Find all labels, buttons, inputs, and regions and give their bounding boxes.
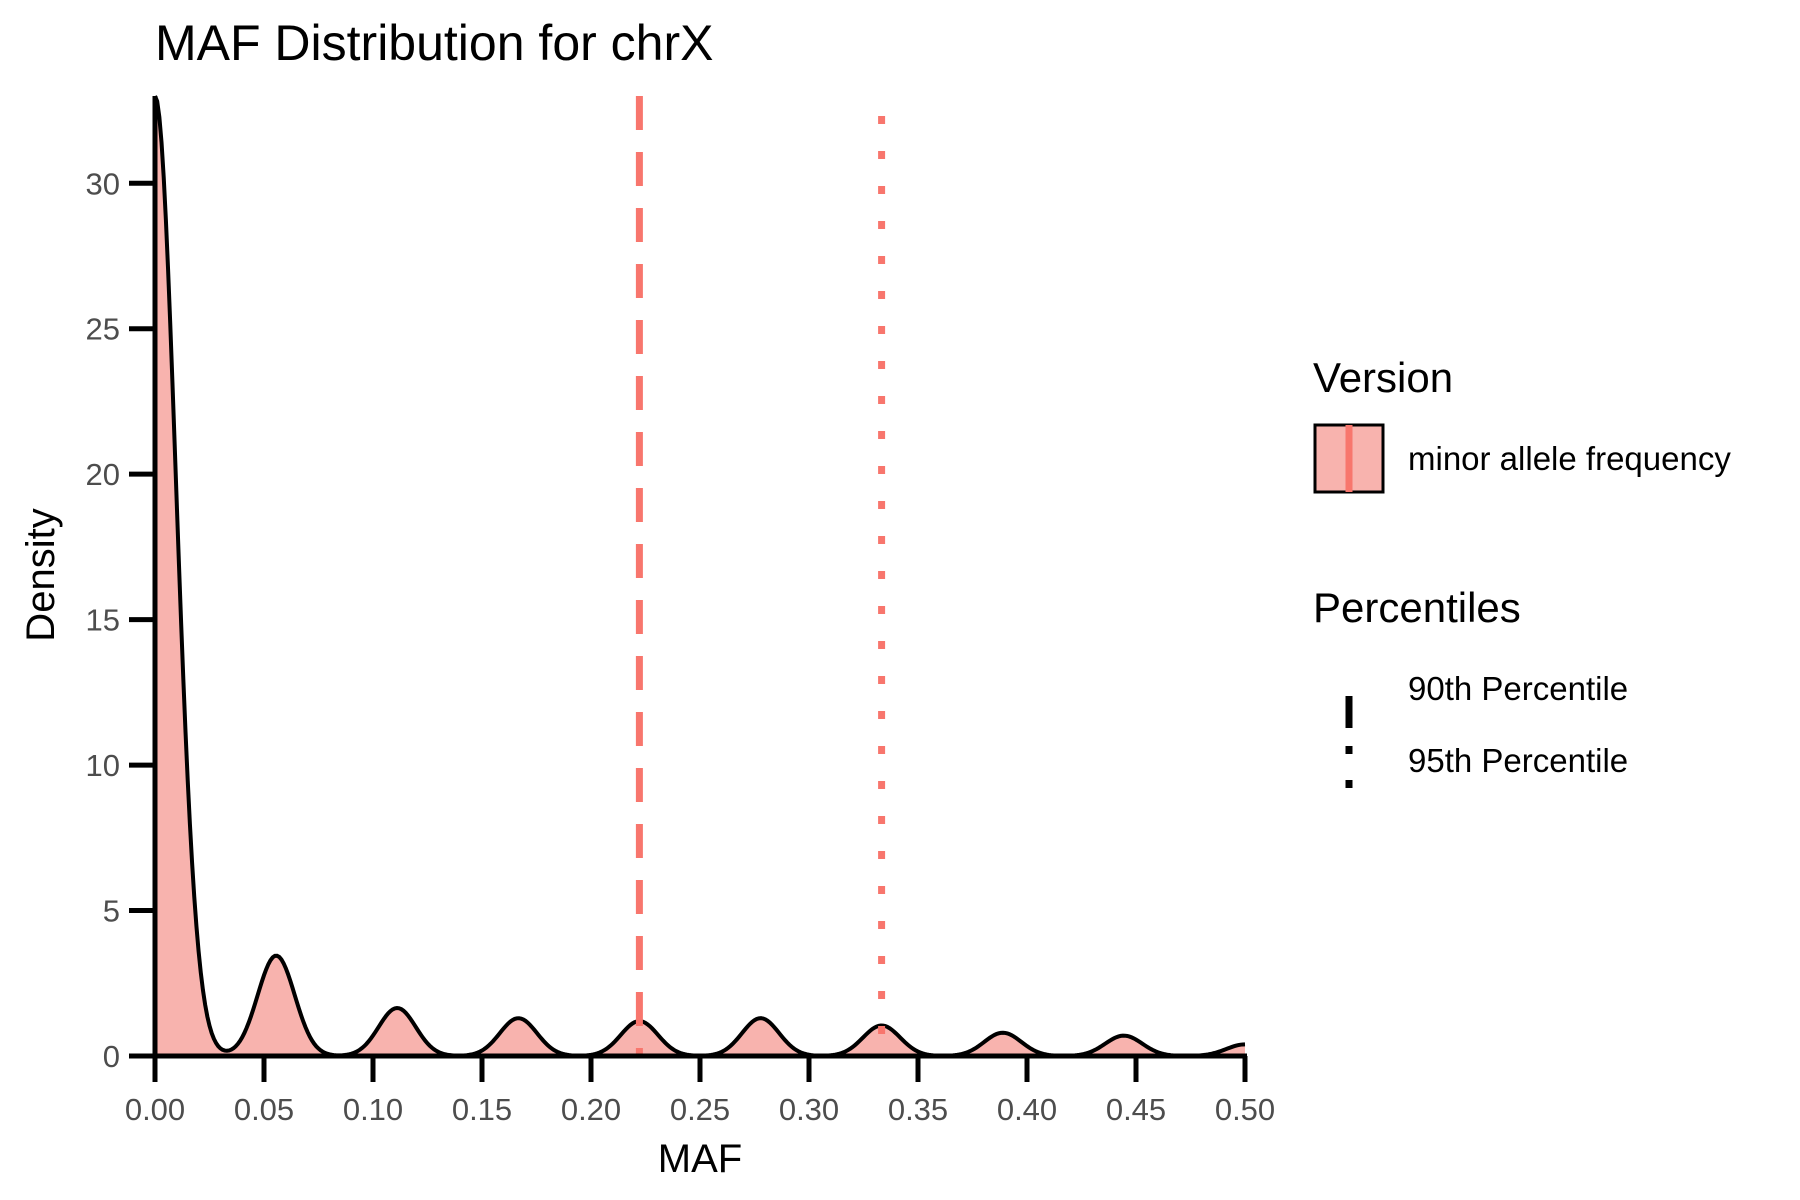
x-tick-label: 0.15 — [452, 1092, 512, 1127]
x-tick-label: 0.50 — [1215, 1092, 1275, 1127]
y-tick-label: 0 — [103, 1039, 120, 1074]
x-tick-label: 0.05 — [234, 1092, 294, 1127]
x-tick-label: 0.10 — [343, 1092, 403, 1127]
y-tick-label: 30 — [86, 166, 120, 201]
y-tick-label: 25 — [86, 312, 120, 347]
y-tick-label: 10 — [86, 748, 120, 783]
x-tick-label: 0.00 — [125, 1092, 185, 1127]
x-axis-title: MAF — [658, 1137, 742, 1181]
y-axis-title: Density — [19, 508, 63, 641]
y-tick-label: 15 — [86, 603, 120, 638]
density-line — [153, 95, 1246, 1058]
legend-title-version: Version — [1313, 354, 1453, 401]
legend-label-90th: 90th Percentile — [1408, 670, 1628, 707]
x-tick-label: 0.20 — [561, 1092, 621, 1127]
legend: Version minor allele frequency Percentil… — [1313, 354, 1731, 798]
x-tick-label: 0.45 — [1106, 1092, 1166, 1127]
density-area — [155, 96, 1245, 1056]
x-tick-label: 0.30 — [779, 1092, 839, 1127]
legend-label-95th: 95th Percentile — [1408, 742, 1628, 779]
y-tick-label: 5 — [103, 894, 120, 929]
legend-key-version — [1313, 423, 1385, 494]
y-tick-label: 20 — [86, 457, 120, 492]
x-tick-label: 0.25 — [670, 1092, 730, 1127]
legend-label-version: minor allele frequency — [1408, 440, 1731, 477]
chart-title: MAF Distribution for chrX — [155, 15, 713, 71]
x-tick-label: 0.35 — [888, 1092, 948, 1127]
x-tick-label: 0.40 — [997, 1092, 1057, 1127]
legend-title-percentiles: Percentiles — [1313, 584, 1521, 631]
density-layer — [153, 95, 1246, 1058]
plot-area: 0.00 0.05 0.10 0.15 0.20 0.25 0.30 0.35 0.40 0.45… — [86, 95, 1275, 1127]
axes: 0.00 0.05 0.10 0.15 0.20 0.25 0.30 0.35 0.40 0.45… — [86, 96, 1275, 1127]
percentile-lines — [635, 96, 886, 1056]
